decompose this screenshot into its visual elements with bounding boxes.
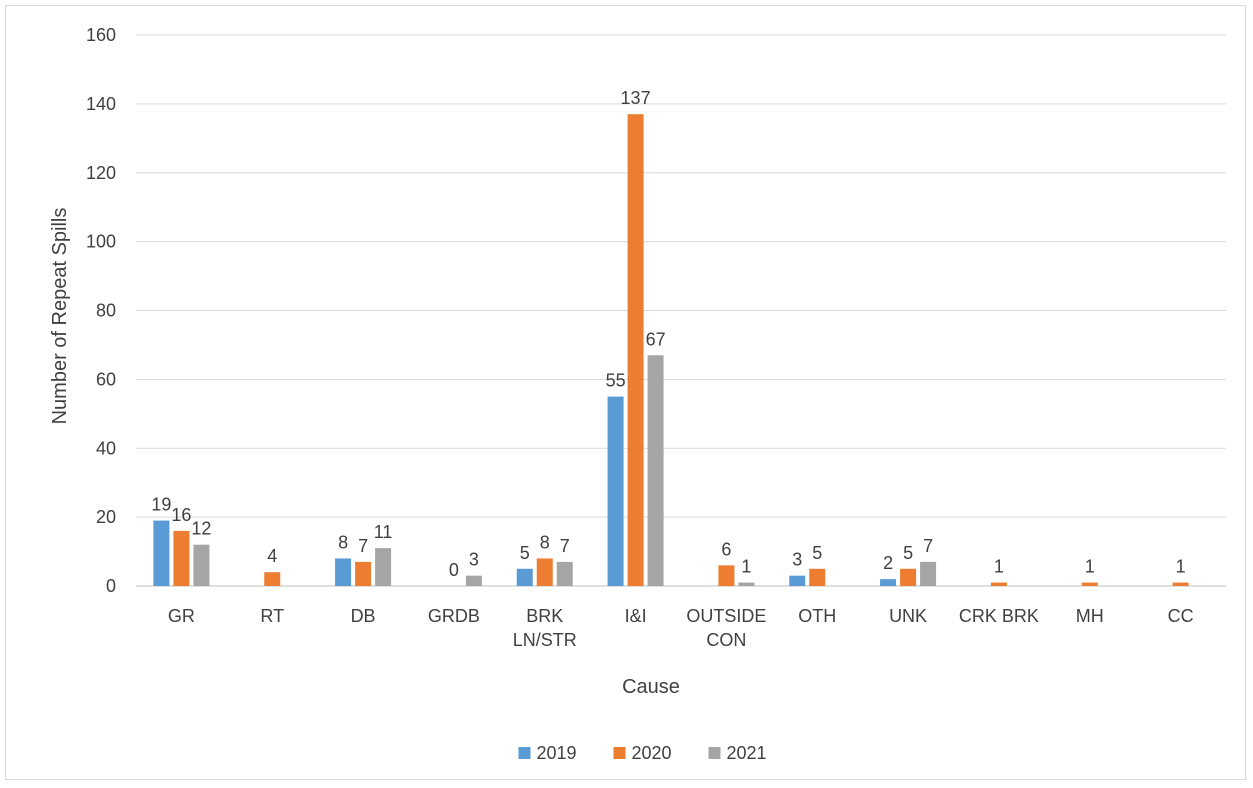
bar-2020 [355, 561, 372, 586]
x-tick-label: RT [260, 606, 284, 626]
bar-2020 [536, 558, 553, 586]
legend-label-2021: 2021 [727, 743, 767, 763]
x-axis-ticks: GR RT DB GRDB BRK LN/STR I&I OUTSIDE CON OTH UNK CR… [168, 606, 1194, 650]
bars [153, 114, 1189, 587]
x-tick-label: CC [1168, 606, 1194, 626]
data-label-2019: 8 [338, 532, 348, 552]
x-tick-label: I&I [625, 606, 647, 626]
bar-2019 [607, 396, 624, 586]
bar-2019 [789, 575, 806, 586]
y-tick-label: 80 [96, 301, 116, 321]
x-axis-title: Cause [622, 676, 680, 698]
y-tick-label: 140 [86, 94, 116, 114]
bar-2020 [1172, 582, 1189, 586]
data-label-2021: 11 [374, 522, 393, 542]
data-label-2020: 6 [721, 539, 731, 559]
legend-label-2020: 2020 [632, 743, 672, 763]
y-axis-ticks: 0 20 40 60 80 100 120 140 160 [86, 25, 116, 596]
data-label-2019: 5 [520, 543, 530, 563]
x-tick-label: GRDB [428, 606, 480, 626]
data-label-2019: 2 [883, 553, 893, 573]
x-tick-label: GR [168, 606, 195, 626]
bar-2020 [173, 530, 190, 586]
bar-2021 [920, 561, 937, 586]
data-label-2020: 1 [1085, 557, 1095, 577]
data-label-2019: 55 [606, 371, 626, 391]
y-tick-label: 0 [106, 576, 116, 596]
gridlines [136, 34, 1226, 587]
data-label-2021: 12 [191, 519, 211, 539]
legend-swatch-2019 [518, 747, 531, 759]
y-tick-label: 100 [86, 232, 116, 252]
data-label-2020: 7 [358, 536, 368, 556]
legend-swatch-2020 [613, 747, 626, 759]
bar-2020 [990, 582, 1007, 586]
y-tick-label: 20 [96, 507, 116, 527]
x-tick-label: CRK BRK [959, 606, 1039, 626]
data-label-2020: 1 [1176, 557, 1186, 577]
legend-swatch-2021 [708, 747, 721, 759]
bar-2021 [375, 548, 392, 586]
data-label-2020: 0 [449, 560, 459, 580]
x-tick-label: DB [351, 606, 376, 626]
chart-frame: 0 20 40 60 80 100 120 140 160 19 16 12 4 8 7 11 0 3 5 8 7 55… [5, 5, 1246, 780]
bar-2020 [627, 114, 644, 587]
x-tick-label: BRK [526, 606, 563, 626]
x-tick-label: OUTSIDE [686, 606, 766, 626]
data-label-2021: 1 [741, 557, 751, 577]
bar-2021 [647, 355, 664, 586]
bar-2021 [556, 561, 573, 586]
bar-2021 [738, 582, 755, 586]
data-label-2020: 8 [540, 532, 550, 552]
bar-2019 [516, 568, 533, 586]
data-label-2020: 16 [171, 505, 191, 525]
data-label-2021: 67 [646, 329, 666, 349]
legend: 2019 2020 2021 [518, 743, 767, 763]
data-label-2019: 3 [792, 550, 802, 570]
data-label-2021: 3 [469, 550, 479, 570]
bar-2020 [1081, 582, 1098, 586]
x-tick-label: CON [706, 630, 746, 650]
data-label-2020: 1 [994, 557, 1004, 577]
x-tick-label: MH [1076, 606, 1104, 626]
x-tick-label: OTH [798, 606, 836, 626]
y-tick-label: 60 [96, 369, 116, 389]
data-label-2020: 5 [903, 543, 913, 563]
data-label-2019: 19 [151, 495, 171, 515]
bar-2019 [153, 520, 170, 586]
bar-2020 [718, 565, 735, 586]
y-tick-label: 160 [86, 25, 116, 45]
data-label-2020: 4 [267, 546, 277, 566]
bar-2021 [193, 544, 210, 586]
y-axis-title: Number of Repeat Spills [49, 208, 71, 425]
data-label-2020: 137 [621, 88, 651, 108]
bar-2019 [880, 579, 897, 586]
data-label-2021: 7 [560, 536, 570, 556]
x-tick-label: UNK [889, 606, 927, 626]
y-tick-label: 40 [96, 438, 116, 458]
data-label-2020: 5 [812, 543, 822, 563]
bar-2019 [335, 558, 352, 586]
x-tick-label: LN/STR [513, 630, 577, 650]
legend-label-2019: 2019 [537, 743, 577, 763]
bar-2020 [900, 568, 917, 586]
bar-2020 [809, 568, 826, 586]
bar-2020 [264, 572, 281, 586]
y-tick-label: 120 [86, 163, 116, 183]
data-label-2021: 7 [923, 536, 933, 556]
bar-2021 [465, 575, 482, 586]
